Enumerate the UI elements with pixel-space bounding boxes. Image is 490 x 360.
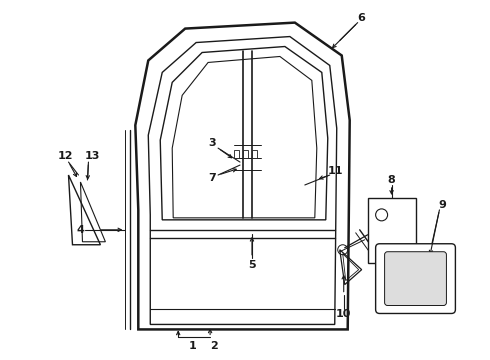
Bar bbox=[252, 150, 257, 158]
FancyBboxPatch shape bbox=[376, 244, 455, 314]
Text: 6: 6 bbox=[358, 13, 366, 23]
Text: 7: 7 bbox=[208, 173, 216, 183]
Text: 13: 13 bbox=[85, 151, 100, 161]
Bar bbox=[234, 150, 239, 158]
Text: 12: 12 bbox=[58, 151, 74, 161]
Text: 2: 2 bbox=[210, 341, 218, 351]
Text: 4: 4 bbox=[76, 225, 84, 235]
Text: 10: 10 bbox=[336, 310, 351, 319]
FancyBboxPatch shape bbox=[385, 252, 446, 306]
Bar bbox=[368, 198, 416, 263]
Text: 9: 9 bbox=[439, 200, 446, 210]
Bar bbox=[243, 150, 248, 158]
Text: 3: 3 bbox=[208, 138, 216, 148]
Text: 8: 8 bbox=[388, 175, 395, 185]
Text: 1: 1 bbox=[188, 341, 196, 351]
Text: 11: 11 bbox=[328, 166, 343, 176]
Text: 5: 5 bbox=[248, 260, 256, 270]
